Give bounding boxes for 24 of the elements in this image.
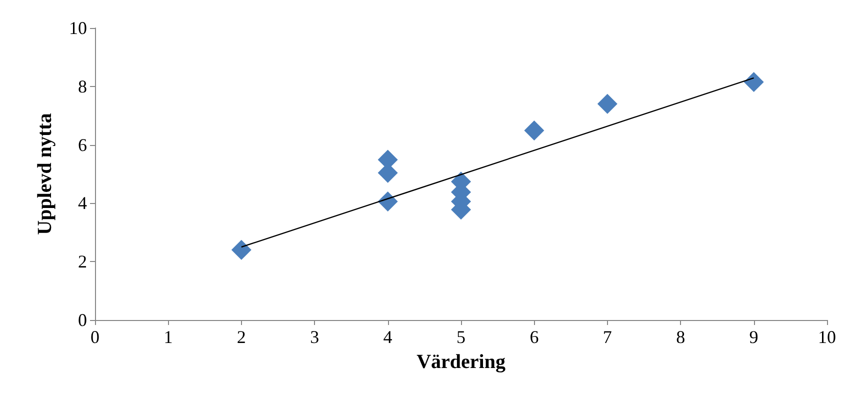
x-tick-label: 4 bbox=[383, 327, 392, 347]
y-tick-label: 2 bbox=[78, 252, 87, 272]
x-tick-label: 2 bbox=[236, 327, 246, 347]
x-tick-label: 7 bbox=[602, 327, 612, 347]
point bbox=[597, 94, 618, 114]
y-tick-label: 4 bbox=[78, 193, 87, 214]
y-axis-title: Upplevd nytta bbox=[34, 113, 56, 235]
point bbox=[378, 191, 398, 212]
y-tick-label: 6 bbox=[78, 134, 87, 155]
x-tick-label: 3 bbox=[310, 327, 320, 347]
y-tick-label: 0 bbox=[78, 310, 87, 330]
x-tick-label: 8 bbox=[676, 327, 686, 347]
x-axis-title: Värdering bbox=[416, 351, 506, 373]
x-tick-label: 9 bbox=[749, 327, 758, 347]
point bbox=[524, 120, 544, 140]
x-tick-label: 1 bbox=[164, 327, 173, 347]
y-tick-label: 10 bbox=[69, 18, 87, 38]
x-tick-label: 6 bbox=[530, 327, 539, 347]
y-tick-label: 8 bbox=[78, 76, 87, 96]
point bbox=[744, 72, 764, 92]
point bbox=[231, 240, 252, 260]
x-tick-label: 0 bbox=[90, 327, 100, 347]
x-tick-label: 5 bbox=[456, 327, 466, 347]
x-tick-label: 10 bbox=[818, 327, 836, 347]
